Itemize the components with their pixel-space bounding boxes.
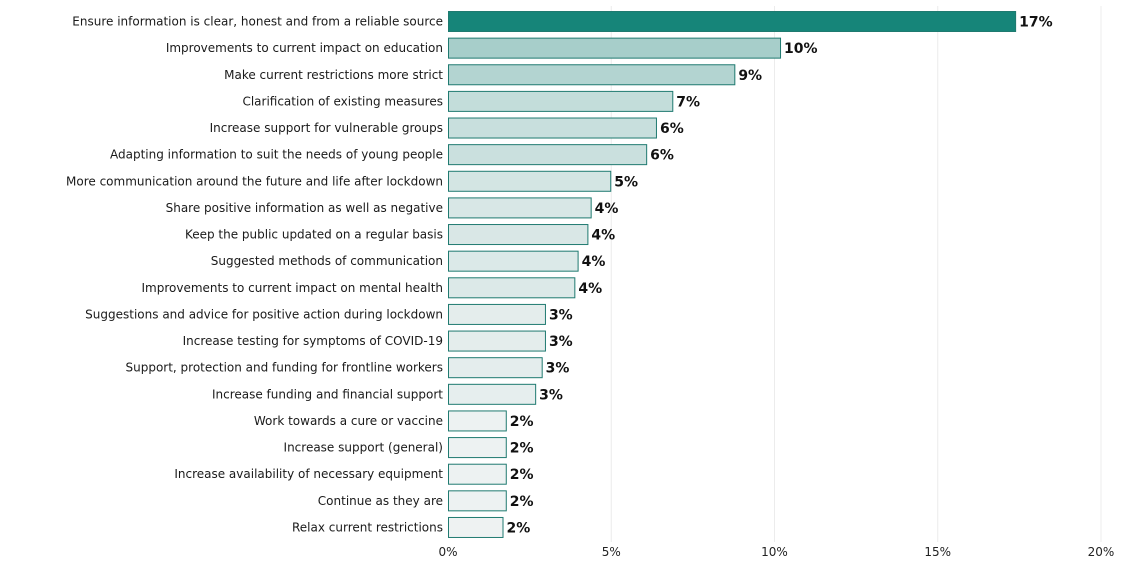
value-label: 4%: [595, 201, 619, 217]
category-labels: Ensure information is clear, honest and …: [66, 15, 443, 535]
category-label: Continue as they are: [318, 494, 443, 508]
value-label: 17%: [1019, 15, 1053, 31]
category-label: Adapting information to suit the needs o…: [110, 148, 443, 162]
bar: [448, 64, 736, 86]
bar: [448, 330, 546, 352]
category-label: Increase testing for symptoms of COVID-1…: [183, 334, 443, 348]
x-tick-label: 15%: [924, 545, 951, 559]
value-label: 2%: [510, 494, 534, 510]
value-label: 6%: [660, 121, 684, 137]
value-label: 3%: [549, 307, 573, 323]
value-label: 4%: [591, 228, 615, 244]
category-label: Increase support for vulnerable groups: [210, 121, 443, 135]
bar: [448, 410, 507, 432]
bar: [448, 516, 504, 538]
value-labels: 17% 10% 9% 7% 6% 6% 5% 4% 4% 4% 4% 3% 3% 3% 3% 2% 2% 2% 2%…: [507, 15, 1053, 537]
value-label: 4%: [578, 281, 602, 297]
x-tick-label: 20%: [1088, 545, 1115, 559]
category-label: Share positive information as well as ne…: [166, 201, 443, 215]
bar: [448, 357, 543, 379]
bar: [448, 197, 592, 219]
category-label: More communication around the future and…: [66, 174, 443, 188]
value-label: 3%: [546, 361, 570, 377]
bar: [448, 11, 1017, 32]
category-label: Support, protection and funding for fron…: [125, 361, 443, 375]
bar: [448, 170, 612, 192]
value-label: 2%: [510, 414, 534, 430]
value-label: 4%: [582, 254, 606, 270]
bar: [448, 144, 648, 166]
bar: [448, 490, 507, 512]
category-label: Clarification of existing measures: [242, 94, 443, 108]
value-label: 10%: [784, 41, 818, 57]
category-label: Improvements to current impact on mental…: [142, 281, 444, 295]
x-tick-label: 10%: [761, 545, 788, 559]
value-label: 3%: [549, 334, 573, 350]
category-label: Make current restrictions more strict: [224, 68, 443, 82]
category-label: Relax current restrictions: [292, 520, 443, 534]
category-label: Ensure information is clear, honest and …: [72, 15, 443, 29]
category-label: Suggestions and advice for positive acti…: [85, 307, 443, 321]
category-label: Keep the public updated on a regular bas…: [185, 228, 443, 242]
bar: [448, 117, 657, 139]
bar: [448, 224, 589, 246]
value-label: 5%: [614, 174, 638, 190]
category-label: Increase support (general): [284, 441, 443, 455]
value-label: 7%: [676, 94, 700, 110]
value-label: 2%: [507, 520, 531, 536]
x-tick-label: 5%: [602, 545, 621, 559]
category-label: Improvements to current impact on educat…: [166, 41, 443, 55]
bar: [448, 383, 537, 405]
bar: [448, 277, 576, 299]
bar: [448, 37, 782, 59]
bar: [448, 437, 507, 459]
category-label: Increase availability of necessary equip…: [174, 467, 443, 481]
category-label: Increase funding and financial support: [212, 387, 443, 401]
bars: [448, 11, 1017, 538]
bar: [448, 90, 674, 112]
x-axis-ticks: 0% 5% 10% 15% 20%: [438, 545, 1114, 559]
bar: [448, 250, 579, 272]
category-label: Suggested methods of communication: [211, 254, 443, 268]
gridlines: [610, 6, 1102, 542]
x-tick-label: 0%: [438, 545, 457, 559]
value-label: 3%: [539, 387, 563, 403]
bar: [448, 463, 507, 485]
value-label: 2%: [510, 467, 534, 483]
value-label: 2%: [510, 441, 534, 457]
category-label: Work towards a cure or vaccine: [254, 414, 443, 428]
value-label: 9%: [738, 68, 762, 84]
value-label: 6%: [650, 148, 674, 164]
bar: [448, 303, 546, 325]
